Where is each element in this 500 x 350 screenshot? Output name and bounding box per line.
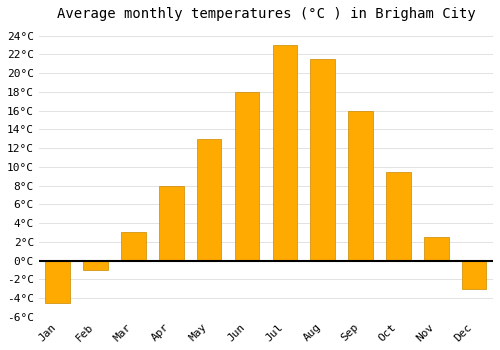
Bar [462,260,486,289]
Bar [84,260,108,270]
Bar [386,172,410,260]
Bar [424,237,448,260]
Bar [121,232,146,260]
Bar [46,260,70,303]
Bar [272,45,297,260]
Title: Average monthly temperatures (°C ) in Brigham City: Average monthly temperatures (°C ) in Br… [56,7,476,21]
Bar [159,186,184,260]
Bar [197,139,222,260]
Bar [310,59,335,260]
Bar [348,111,373,260]
Bar [234,92,260,260]
